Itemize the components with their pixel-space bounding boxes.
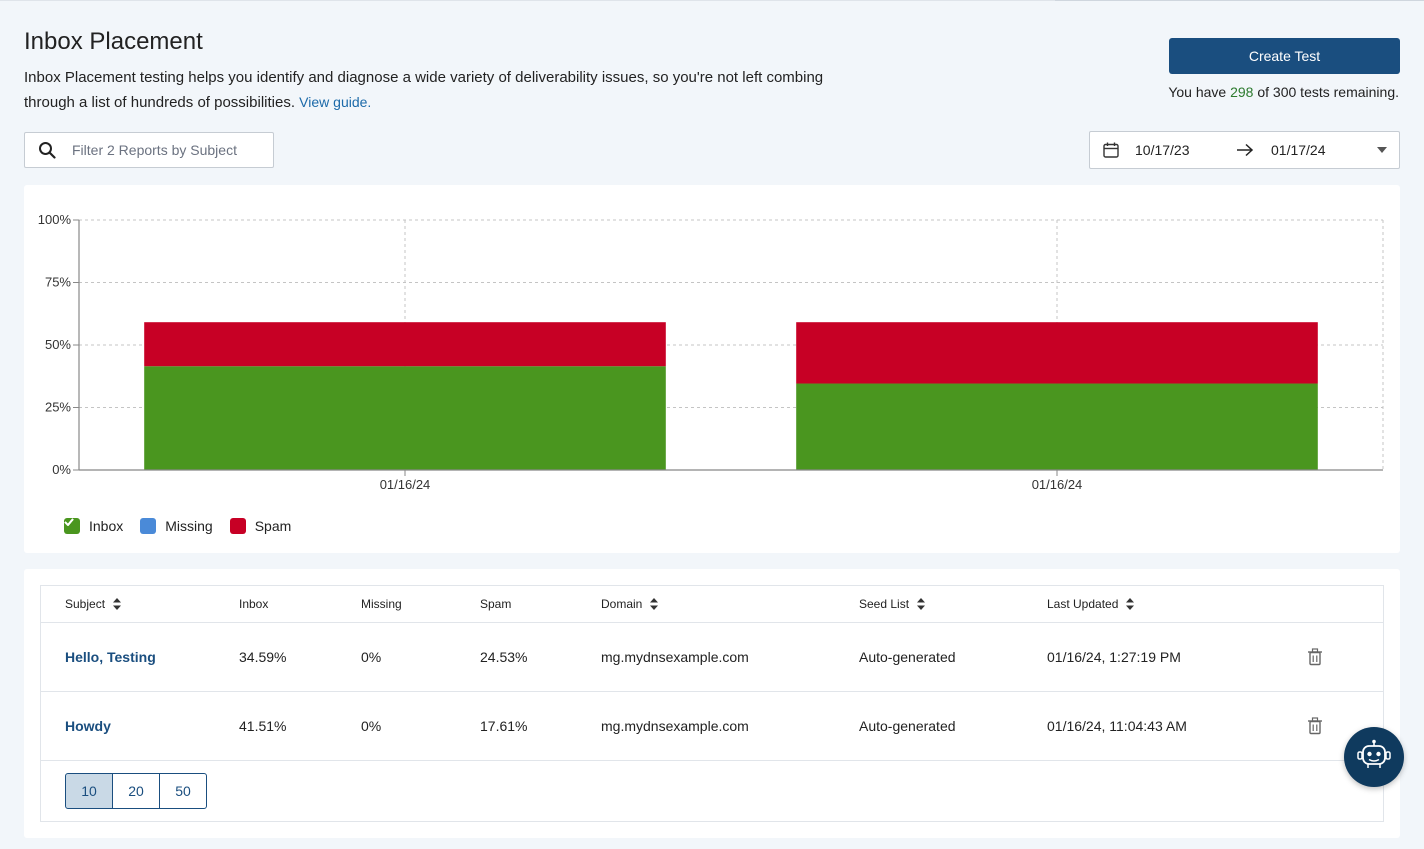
spam-percent: 24.53% bbox=[480, 649, 528, 665]
column-label: Domain bbox=[601, 597, 643, 611]
sort-icon[interactable] bbox=[917, 598, 926, 610]
legend-item-inbox[interactable]: Inbox bbox=[64, 518, 123, 534]
report-subject-link[interactable]: Howdy bbox=[65, 718, 111, 734]
chart-legend: Inbox Missing Spam bbox=[64, 518, 308, 534]
x-tick-label: 01/16/24 bbox=[1032, 477, 1083, 492]
legend-item-missing[interactable]: Missing bbox=[64, 518, 213, 534]
tests-remaining-suffix: of 300 tests remaining. bbox=[1257, 84, 1399, 100]
tests-remaining: You have 298 of 300 tests remaining. bbox=[1168, 84, 1399, 100]
column-header-inbox: Inbox bbox=[239, 597, 268, 611]
assistant-button[interactable] bbox=[1344, 727, 1404, 787]
y-tick-label: 50% bbox=[45, 337, 71, 352]
page-description-text: Inbox Placement testing helps you identi… bbox=[24, 69, 824, 111]
create-test-button[interactable]: Create Test bbox=[1169, 38, 1400, 74]
seed-list: Auto-generated bbox=[859, 718, 956, 734]
column-label: Inbox bbox=[239, 597, 269, 611]
table-row: Howdy 41.51% 0% 17.61% mg.mydnsexample.c… bbox=[41, 692, 1383, 761]
column-label: Spam bbox=[480, 597, 512, 611]
page-title: Inbox Placement bbox=[24, 28, 203, 55]
view-guide-link[interactable]: View guide. bbox=[299, 94, 372, 110]
column-header-missing: Missing bbox=[361, 597, 402, 611]
column-header-spam: Spam bbox=[480, 597, 511, 611]
bar-spam bbox=[144, 322, 666, 367]
check-icon bbox=[64, 518, 157, 534]
calendar-icon bbox=[1102, 141, 1120, 159]
missing-percent: 0% bbox=[361, 649, 382, 665]
column-header-last-updated[interactable]: Last Updated bbox=[1047, 597, 1135, 611]
last-updated: 01/16/24, 1:27:19 PM bbox=[1047, 649, 1181, 665]
page-description: Inbox Placement testing helps you identi… bbox=[24, 66, 854, 115]
trash-icon[interactable] bbox=[1307, 717, 1323, 738]
tests-remaining-prefix: You have bbox=[1168, 84, 1227, 100]
page-size-20-button[interactable]: 20 bbox=[112, 773, 160, 809]
trash-icon[interactable] bbox=[1307, 648, 1323, 669]
bar-spam bbox=[796, 322, 1318, 384]
arrow-right-icon bbox=[1235, 143, 1257, 157]
start-date[interactable]: 10/17/23 bbox=[1135, 142, 1190, 158]
legend-item-spam[interactable]: Spam bbox=[64, 518, 292, 534]
sort-icon[interactable] bbox=[650, 598, 659, 610]
search-field[interactable] bbox=[24, 132, 274, 168]
missing-percent: 0% bbox=[361, 718, 382, 734]
y-tick-label: 100% bbox=[38, 212, 72, 227]
sort-icon[interactable] bbox=[1126, 598, 1135, 610]
inbox-percent: 41.51% bbox=[239, 718, 287, 734]
x-tick-label: 01/16/24 bbox=[380, 477, 431, 492]
date-range-picker[interactable]: 10/17/23 01/17/24 bbox=[1089, 131, 1400, 169]
page-size-10-button[interactable]: 10 bbox=[65, 773, 113, 809]
table-header: Subject Inbox Missing Spam Domain Seed L… bbox=[41, 586, 1383, 623]
search-icon bbox=[38, 140, 58, 160]
seed-list: Auto-generated bbox=[859, 649, 956, 665]
column-label: Seed List bbox=[859, 597, 910, 611]
legend-label-inbox: Inbox bbox=[89, 518, 124, 534]
bar-inbox bbox=[144, 366, 666, 470]
legend-label-missing: Missing bbox=[165, 518, 213, 534]
column-label: Subject bbox=[65, 597, 106, 611]
reports-table: Subject Inbox Missing Spam Domain Seed L… bbox=[40, 585, 1384, 822]
reports-table-card: Subject Inbox Missing Spam Domain Seed L… bbox=[24, 569, 1400, 838]
y-tick-label: 0% bbox=[52, 462, 71, 477]
inbox-percent: 34.59% bbox=[239, 649, 287, 665]
search-input[interactable] bbox=[72, 142, 262, 158]
chevron-down-icon[interactable] bbox=[1377, 147, 1387, 153]
column-header-seed-list[interactable]: Seed List bbox=[859, 597, 926, 611]
last-updated: 01/16/24, 11:04:43 AM bbox=[1047, 718, 1187, 734]
end-date[interactable]: 01/17/24 bbox=[1271, 142, 1326, 158]
robot-icon bbox=[1356, 739, 1392, 776]
chart-canvas: 0% 25% 50% 75% 100% 01/16/24 01/16/24 bbox=[38, 212, 1384, 492]
tests-remaining-count: 298 bbox=[1230, 84, 1254, 100]
spam-percent: 17.61% bbox=[480, 718, 528, 734]
table-row: Hello, Testing 34.59% 0% 24.53% mg.mydns… bbox=[41, 623, 1383, 692]
domain: mg.mydnsexample.com bbox=[601, 718, 749, 734]
bar-inbox bbox=[796, 383, 1318, 470]
page-size-50-button[interactable]: 50 bbox=[159, 773, 207, 809]
column-header-domain[interactable]: Domain bbox=[601, 597, 659, 611]
top-border bbox=[0, 0, 1424, 1]
y-tick-label: 75% bbox=[45, 275, 71, 290]
top-border-accent bbox=[1055, 0, 1424, 1]
column-header-subject[interactable]: Subject bbox=[65, 597, 122, 611]
domain: mg.mydnsexample.com bbox=[601, 649, 749, 665]
check-icon bbox=[64, 518, 246, 534]
sort-icon[interactable] bbox=[113, 598, 122, 610]
page-size-selector: 10 20 50 bbox=[65, 773, 207, 809]
report-subject-link[interactable]: Hello, Testing bbox=[65, 649, 156, 665]
column-label: Last Updated bbox=[1047, 597, 1119, 611]
placement-chart: 0% 25% 50% 75% 100% 01/16/24 01/16/24 Inbox Mi… bbox=[24, 185, 1400, 553]
column-label: Missing bbox=[361, 597, 402, 611]
legend-label-spam: Spam bbox=[254, 518, 292, 534]
y-tick-label: 25% bbox=[45, 400, 71, 415]
